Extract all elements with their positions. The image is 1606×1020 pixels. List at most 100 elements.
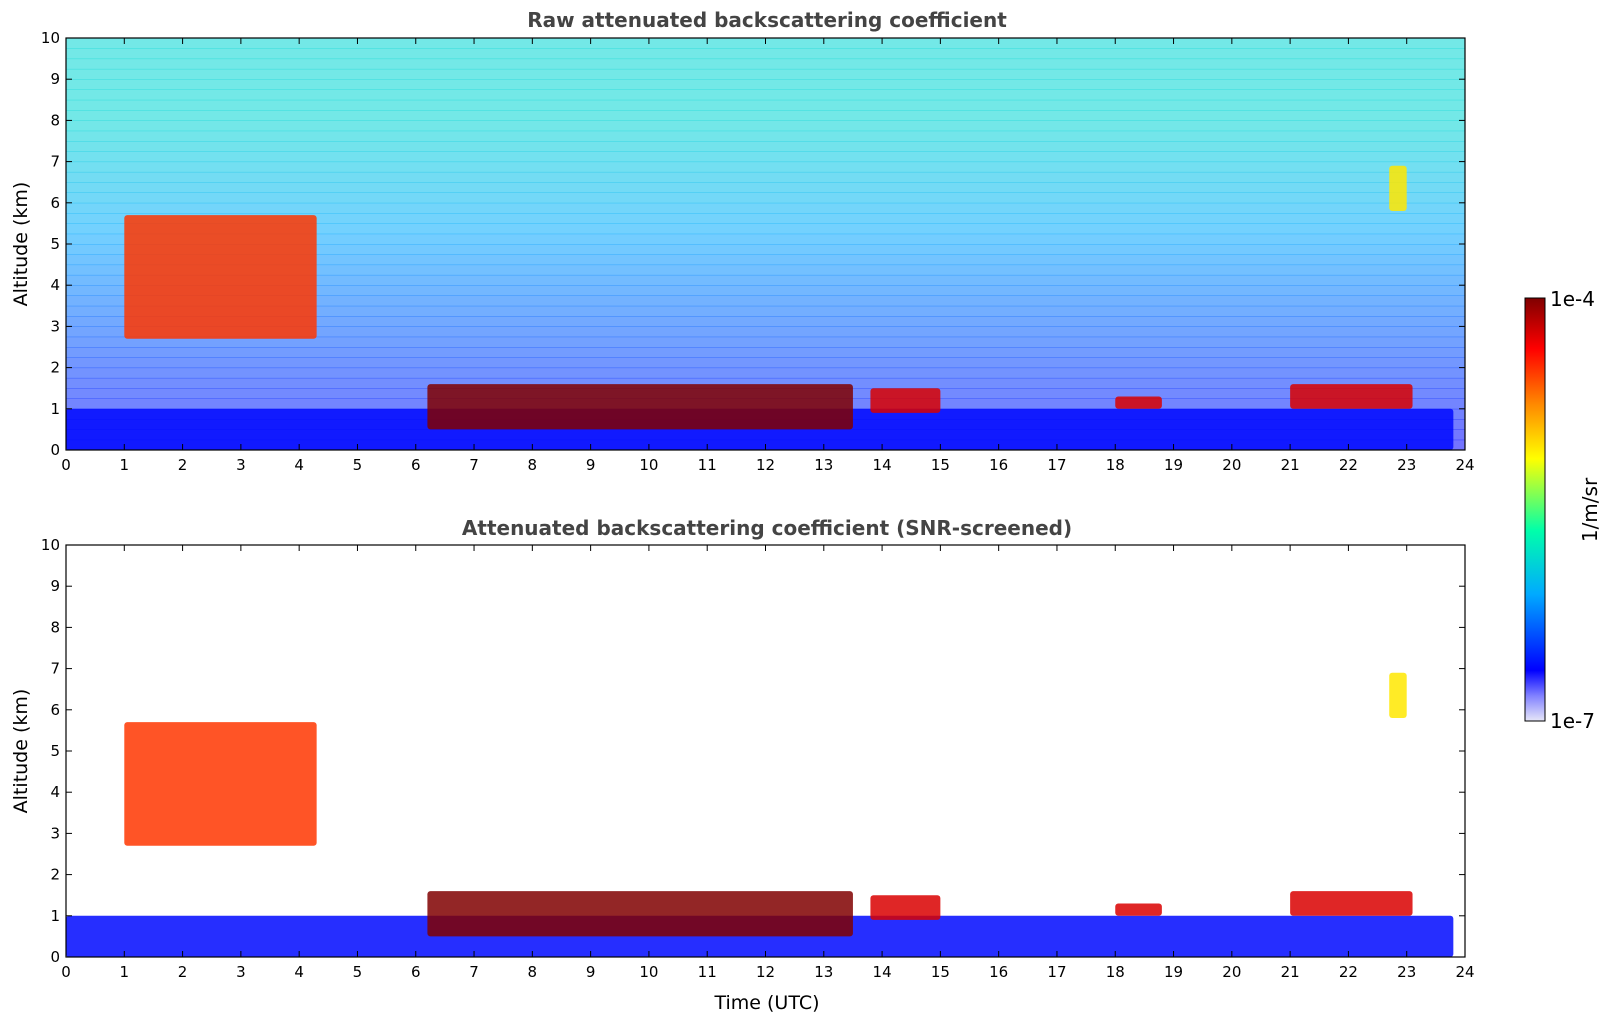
y-tick-label: 1 bbox=[50, 907, 60, 925]
noise-band bbox=[66, 264, 1465, 276]
noise-band bbox=[66, 223, 1465, 235]
noise-band bbox=[66, 347, 1465, 358]
screened-backscatter-panel: Attenuated backscattering coefficient (S… bbox=[10, 516, 1475, 1014]
y-tick-label: 0 bbox=[50, 948, 60, 966]
noise-band bbox=[66, 48, 1465, 60]
x-tick-label: 23 bbox=[1397, 963, 1416, 981]
x-tick-label: 15 bbox=[931, 963, 950, 981]
x-tick-label: 2 bbox=[178, 456, 188, 474]
y-tick-label: 6 bbox=[50, 194, 60, 212]
y-tick-label: 8 bbox=[50, 618, 60, 636]
y-tick-label: 9 bbox=[50, 70, 60, 88]
x-tick-label: 19 bbox=[1164, 456, 1183, 474]
x-tick-label: 21 bbox=[1281, 963, 1300, 981]
x-tick-label: 6 bbox=[411, 456, 421, 474]
colorbar-unit-label: 1/m/sr bbox=[1578, 477, 1602, 542]
colorbar: 1e-4 1e-7 1/m/sr bbox=[1524, 287, 1602, 733]
y-tick-label: 4 bbox=[50, 276, 60, 294]
x-tick-label: 20 bbox=[1222, 456, 1241, 474]
y-tick-label: 3 bbox=[50, 317, 60, 335]
cloud-feature bbox=[1290, 891, 1413, 916]
cloud-feature bbox=[124, 215, 317, 339]
x-tick-label: 18 bbox=[1106, 456, 1125, 474]
y-tick-label: 6 bbox=[50, 701, 60, 719]
noise-band bbox=[66, 213, 1465, 224]
x-tick-label: 14 bbox=[873, 963, 892, 981]
noise-band bbox=[66, 305, 1465, 317]
x-tick-label: 2 bbox=[178, 963, 188, 981]
y-tick-label: 3 bbox=[50, 824, 60, 842]
noise-band bbox=[66, 244, 1465, 255]
x-tick-label: 3 bbox=[236, 963, 246, 981]
y-tick-label: 1 bbox=[50, 400, 60, 418]
x-tick-label: 15 bbox=[931, 456, 950, 474]
x-tick-label: 23 bbox=[1397, 456, 1416, 474]
x-tick-label: 12 bbox=[756, 963, 775, 981]
y-tick-label: 9 bbox=[50, 577, 60, 595]
noise-band bbox=[66, 285, 1465, 296]
cloud-feature bbox=[870, 388, 941, 413]
x-tick-label: 20 bbox=[1222, 963, 1241, 981]
y-tick-label: 8 bbox=[50, 111, 60, 129]
noise-band bbox=[66, 295, 1465, 307]
y-tick-label: 5 bbox=[50, 742, 60, 760]
noise-band bbox=[66, 151, 1465, 163]
y-axis-ticks: 0 1 2 3 4 5 6 7 8 9 10 bbox=[41, 29, 1465, 459]
y-tick-label: 2 bbox=[50, 359, 60, 377]
cloud-feature bbox=[124, 722, 317, 846]
y-tick-label: 2 bbox=[50, 866, 60, 884]
colorbar-min-label: 1e-7 bbox=[1550, 709, 1595, 733]
x-tick-label: 17 bbox=[1047, 963, 1066, 981]
noise-band bbox=[66, 171, 1465, 183]
colorbar-max-label: 1e-4 bbox=[1550, 287, 1595, 311]
x-tick-label: 1 bbox=[120, 963, 130, 981]
x-axis-ticks: 0 1 2 3 4 5 6 7 8 9 10 11 12 13 14 15 16 17 18 19 20 21 22 23 24 bbox=[61, 38, 1475, 474]
noise-band bbox=[66, 79, 1465, 90]
x-tick-label: 6 bbox=[411, 963, 421, 981]
backscatter-field bbox=[66, 38, 1465, 450]
noise-band bbox=[66, 316, 1465, 327]
x-tick-label: 8 bbox=[528, 456, 538, 474]
x-tick-label: 17 bbox=[1047, 456, 1066, 474]
cloud-feature bbox=[870, 895, 941, 920]
x-tick-label: 19 bbox=[1164, 963, 1183, 981]
cloud-feature bbox=[1115, 396, 1162, 409]
noise-band bbox=[66, 99, 1465, 111]
noise-band bbox=[66, 110, 1465, 121]
noise-band bbox=[66, 367, 1465, 379]
x-tick-label: 0 bbox=[61, 963, 71, 981]
x-tick-label: 4 bbox=[294, 963, 304, 981]
x-tick-label: 21 bbox=[1281, 456, 1300, 474]
y-tick-label: 7 bbox=[50, 660, 60, 678]
cloud-feature bbox=[1115, 903, 1162, 916]
noise-band bbox=[66, 377, 1465, 389]
noise-band bbox=[66, 161, 1465, 173]
x-tick-label: 1 bbox=[120, 456, 130, 474]
x-tick-label: 11 bbox=[698, 456, 717, 474]
x-tick-label: 0 bbox=[61, 456, 71, 474]
y-tick-label: 10 bbox=[41, 536, 60, 554]
x-tick-label: 16 bbox=[989, 963, 1008, 981]
x-tick-label: 10 bbox=[639, 456, 658, 474]
x-tick-label: 5 bbox=[353, 963, 363, 981]
noise-band bbox=[66, 58, 1465, 70]
x-tick-label: 24 bbox=[1455, 963, 1474, 981]
x-tick-label: 22 bbox=[1339, 456, 1358, 474]
noise-band bbox=[66, 274, 1465, 286]
raw-backscatter-panel: Raw attenuated backscattering coefficien… bbox=[10, 8, 1475, 474]
x-tick-label: 13 bbox=[814, 456, 833, 474]
noise-band bbox=[66, 357, 1465, 369]
x-tick-label: 10 bbox=[639, 963, 658, 981]
x-tick-label: 24 bbox=[1455, 456, 1474, 474]
cloud-feature bbox=[1389, 165, 1407, 212]
noise-band bbox=[66, 182, 1465, 193]
x-tick-label: 18 bbox=[1106, 963, 1125, 981]
x-tick-label: 9 bbox=[586, 963, 596, 981]
panel-title: Raw attenuated backscattering coefficien… bbox=[527, 8, 1007, 32]
y-axis-label: Altitude (km) bbox=[10, 689, 32, 814]
y-tick-label: 5 bbox=[50, 235, 60, 253]
x-tick-label: 12 bbox=[756, 456, 775, 474]
colorbar-gradient bbox=[1524, 297, 1546, 722]
cloud-feature bbox=[1389, 672, 1407, 719]
